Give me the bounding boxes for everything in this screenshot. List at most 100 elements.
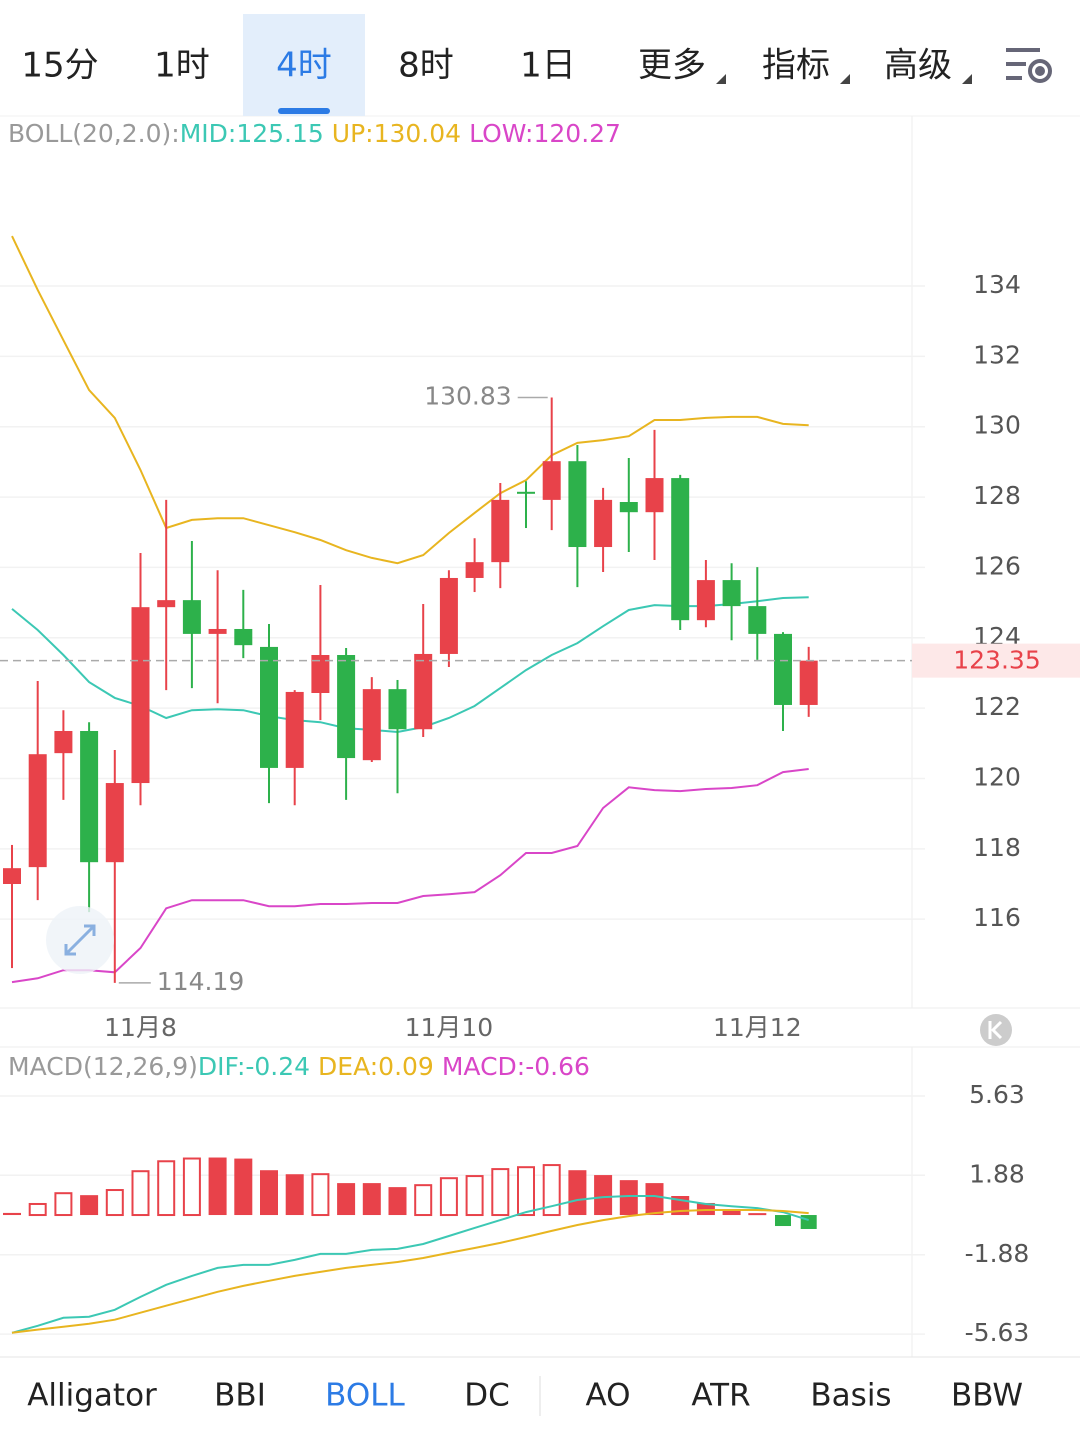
y-tick-label: 134 — [973, 270, 1021, 299]
candle-body — [105, 783, 124, 863]
candle-body — [748, 606, 767, 634]
macd-bar — [3, 1212, 21, 1216]
indicator-line — [11, 235, 809, 565]
indicator-line — [11, 1195, 809, 1334]
active-tab-indicator — [278, 108, 330, 114]
indicator-tab[interactable]: BBW — [951, 1378, 1023, 1414]
last-price-label: 123.35 — [953, 646, 1040, 675]
candle-body — [671, 478, 690, 621]
active-tab-bg — [243, 14, 365, 116]
macd-bar — [775, 1215, 791, 1227]
content: 15分 1时 4时 8时 1日 更多 指标 高级 Alligator BBI BOLL DC AO ATR… — [0, 14, 1080, 1414]
max-label: 130.83 — [424, 382, 511, 411]
candle-body — [491, 499, 510, 563]
candle-body — [696, 580, 715, 621]
y-tick-label: 1.88 — [969, 1159, 1025, 1188]
candle-body — [774, 633, 792, 705]
x-tick-label: 11月10 — [405, 1013, 494, 1042]
macd-bar — [517, 1166, 535, 1217]
settings-icon[interactable] — [1006, 48, 1052, 83]
indicator-line — [11, 1209, 809, 1334]
timeframe-tab[interactable]: 更多 — [638, 46, 706, 86]
indicator-tab[interactable]: Alligator — [27, 1378, 157, 1414]
dropdown-arrow — [716, 74, 726, 84]
timeframe-tab[interactable]: 15分 — [21, 46, 98, 86]
legend-item: BOLL(20,2.0): — [8, 119, 180, 148]
candle-body — [54, 730, 73, 754]
y-tick-label: 5.63 — [969, 1080, 1025, 1109]
indicator-tab[interactable]: ATR — [691, 1378, 750, 1414]
candle-body — [542, 461, 561, 500]
timeframe-tab[interactable]: 1日 — [520, 46, 576, 86]
timeframe-tab[interactable]: 4时 — [276, 46, 332, 86]
candle-body — [388, 689, 407, 730]
macd-bar — [414, 1184, 433, 1217]
min-label: 114.19 — [157, 967, 244, 996]
candle-body — [645, 478, 664, 513]
macd-bar — [491, 1168, 510, 1217]
indicator-line — [11, 768, 809, 984]
macd-bar — [54, 1192, 73, 1217]
dropdown-arrow — [840, 74, 850, 84]
candle-body — [799, 660, 818, 705]
expand-button[interactable] — [46, 906, 114, 974]
timeframe-tab[interactable]: 指标 — [762, 46, 830, 86]
macd-bar — [594, 1175, 613, 1216]
legend-item: DEA:0.09 — [318, 1052, 434, 1081]
macd-bar — [182, 1157, 201, 1217]
y-tick-label: -1.88 — [965, 1239, 1030, 1268]
candle-body — [722, 580, 741, 607]
macd-bar — [80, 1195, 99, 1216]
timeframe-tab[interactable]: 高级 — [884, 46, 952, 86]
legend-item: UP:130.04 — [332, 119, 461, 148]
macd-bar — [131, 1170, 150, 1217]
macd-bar — [388, 1187, 407, 1216]
y-tick-label: 116 — [973, 903, 1021, 932]
indicator-legend: BOLL(20,2.0):MID:125.15 UP:130.04 LOW:120.… — [8, 119, 621, 148]
candle-body — [182, 600, 201, 634]
candle-body — [414, 653, 433, 730]
y-tick-label: 132 — [973, 340, 1021, 369]
candle-body — [260, 646, 278, 768]
y-tick-label: 130 — [973, 411, 1021, 440]
macd-bar — [157, 1160, 176, 1217]
legend-item: LOW:120.27 — [469, 119, 621, 148]
macd-bar — [28, 1202, 47, 1217]
y-tick-label: 128 — [973, 481, 1021, 510]
macd-bar — [337, 1183, 356, 1216]
macd-bar — [208, 1157, 227, 1216]
indicator-tab[interactable]: BBI — [214, 1378, 266, 1414]
x-tick-label: 11月12 — [713, 1013, 802, 1042]
macd-bar — [748, 1213, 767, 1216]
candle-body — [311, 655, 330, 693]
indicator-tab[interactable]: Basis — [810, 1378, 891, 1414]
y-tick-label: 126 — [973, 551, 1021, 580]
timeframe-tab[interactable]: 8时 — [398, 46, 454, 86]
scroll-back-button[interactable] — [980, 1014, 1012, 1046]
macd-bar — [105, 1189, 124, 1217]
candle-body — [28, 754, 47, 868]
macd-bar — [542, 1164, 561, 1217]
candle-body — [285, 691, 304, 768]
legend-item: MACD(12,26,9) — [8, 1052, 198, 1081]
timeframe-tab[interactable]: 1时 — [154, 46, 210, 86]
candle-body — [157, 600, 176, 608]
indicator-tab[interactable]: AO — [585, 1378, 630, 1414]
legend-item: DIF:-0.24 — [198, 1052, 310, 1081]
indicator-tab[interactable]: DC — [464, 1378, 510, 1414]
candle-body — [619, 501, 638, 513]
macd-bar — [311, 1173, 330, 1217]
last-price-box — [912, 643, 1080, 678]
candle-body — [80, 730, 99, 863]
macd-bar — [234, 1158, 253, 1216]
macd-bar — [645, 1183, 664, 1216]
macd-bar — [285, 1174, 304, 1216]
candle-body — [594, 499, 613, 548]
legend-item: MACD:-0.66 — [442, 1052, 590, 1081]
indicator-tab[interactable]: BOLL — [325, 1378, 405, 1414]
macd-bar — [722, 1209, 741, 1216]
candle-body — [3, 868, 21, 884]
macd-bar — [800, 1215, 817, 1229]
